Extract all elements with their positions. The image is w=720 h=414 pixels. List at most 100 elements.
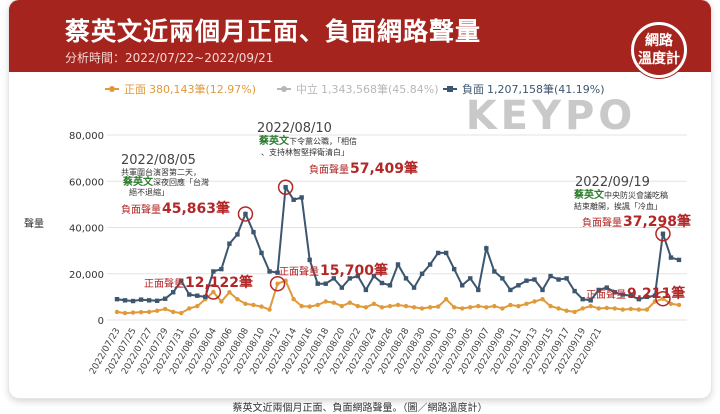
- data-point: [331, 276, 336, 281]
- y-tick-label: 80,000: [69, 131, 104, 142]
- data-point: [524, 301, 529, 307]
- data-point: [516, 283, 521, 288]
- legend-name: 正面: [124, 83, 146, 96]
- data-point: [291, 296, 296, 302]
- data-point: [636, 307, 642, 312]
- data-point: [323, 281, 328, 286]
- data-point: [299, 195, 304, 200]
- annotation-text: 絕不退縮」: [129, 187, 169, 197]
- data-point: [532, 299, 537, 304]
- data-point: [508, 302, 513, 308]
- legend-detail: 380,143筆(12.97%): [149, 82, 256, 96]
- legend-name: 負面: [462, 83, 484, 96]
- data-point: [556, 277, 561, 282]
- y-tick-label: 60,000: [69, 177, 104, 188]
- annotation-date: 2022/08/10: [257, 121, 332, 136]
- data-point: [379, 305, 385, 310]
- data-point: [339, 285, 344, 290]
- data-point: [676, 302, 682, 308]
- highlight-ring: [237, 206, 254, 222]
- data-point: [427, 262, 433, 267]
- data-point: [315, 302, 320, 308]
- data-point: [572, 288, 577, 294]
- data-point: [452, 266, 457, 272]
- data-point: [403, 276, 409, 281]
- data-point: [219, 299, 224, 304]
- data-point: [162, 296, 168, 301]
- data-point: [492, 303, 497, 309]
- y-tick-label: 0: [98, 316, 104, 327]
- data-point: [564, 308, 569, 313]
- data-point: [403, 303, 409, 309]
- data-point: [283, 185, 288, 190]
- annotation-text: 、支持林智堅捍衛清白」: [261, 147, 349, 157]
- figure-caption: 蔡英文近兩個月正面、負面網路聲量。（圖／網路溫度計）: [232, 403, 488, 414]
- data-point: [652, 293, 658, 298]
- brand-badge: 網路 溫度計: [631, 22, 687, 78]
- data-point: [315, 281, 320, 286]
- data-point: [219, 266, 224, 272]
- annotation-value: 負面聲量57,409筆: [309, 160, 418, 177]
- data-point: [146, 298, 152, 303]
- legend-name: 中立: [296, 82, 318, 96]
- data-point: [411, 285, 417, 290]
- legend-detail: 1,207,158筆(41.19%): [487, 82, 605, 96]
- data-point: [468, 276, 473, 281]
- data-point: [187, 306, 192, 311]
- legend-label-3: 負面 1,207,158筆(41.19%): [462, 82, 605, 96]
- data-point: [620, 292, 625, 297]
- annotation-text: 蔡英文中央防災會議吃稿: [573, 188, 668, 201]
- data-point: [580, 296, 585, 302]
- data-point: [235, 296, 240, 302]
- data-point: [548, 303, 553, 309]
- series-layer: [114, 184, 682, 316]
- data-point: [644, 294, 650, 300]
- data-point: [379, 280, 385, 286]
- y-tick-label: 20,000: [69, 270, 104, 281]
- data-point: [243, 211, 248, 217]
- data-point: [387, 303, 393, 309]
- data-point: [307, 257, 312, 263]
- data-point: [612, 290, 617, 295]
- data-point: [154, 298, 160, 304]
- data-point: [556, 306, 561, 311]
- data-point: [154, 308, 160, 313]
- highlight-ring: [655, 225, 671, 242]
- data-point: [500, 306, 505, 311]
- data-point: [371, 301, 377, 307]
- highlight-ring: [277, 179, 294, 195]
- data-point: [516, 303, 521, 309]
- data-point: [146, 309, 152, 315]
- data-point: [612, 306, 617, 311]
- data-point: [419, 306, 425, 311]
- data-point: [179, 310, 184, 316]
- data-point: [596, 287, 601, 293]
- data-point: [411, 305, 417, 310]
- annotation-date: 2022/09/19: [575, 175, 650, 190]
- chart-card: 蔡英文近兩個月正面、負面網路聲量 分析時間：2022/07/22~2022/09…: [9, 0, 711, 398]
- annotation-text: 結束離開，挨諷「冷血」: [574, 201, 662, 211]
- line-chart: 正面 380,143筆(12.97%) 中立 1,343,568筆(45.84%) 負面…: [24, 82, 691, 376]
- legend-marker-3: [447, 86, 453, 92]
- data-point: [275, 270, 280, 275]
- data-point: [347, 300, 353, 305]
- data-point: [460, 283, 465, 288]
- x-axis: 2022/07/232022/07/252022/07/272022/07/29…: [88, 326, 604, 376]
- data-point: [130, 310, 136, 315]
- data-point: [187, 292, 192, 297]
- data-point: [500, 276, 505, 281]
- data-point: [395, 262, 401, 267]
- data-point: [259, 304, 264, 309]
- legend-label-1: 正面 380,143筆(12.97%): [124, 82, 256, 96]
- data-point: [251, 229, 256, 235]
- data-point: [323, 299, 328, 304]
- annotations: 2022/08/05共軍圍台演習第二天，蔡英文深夜回應「台灣絕不退縮」負面聲量4…: [121, 121, 691, 307]
- annotation-text: 蔡英文深夜回應「台灣: [122, 175, 209, 188]
- data-point: [620, 307, 625, 312]
- legend-marker-2: [281, 86, 287, 92]
- grid: [107, 134, 687, 321]
- data-point: [114, 296, 120, 302]
- data-point: [347, 276, 353, 281]
- data-point: [195, 303, 200, 309]
- data-point: [211, 289, 216, 295]
